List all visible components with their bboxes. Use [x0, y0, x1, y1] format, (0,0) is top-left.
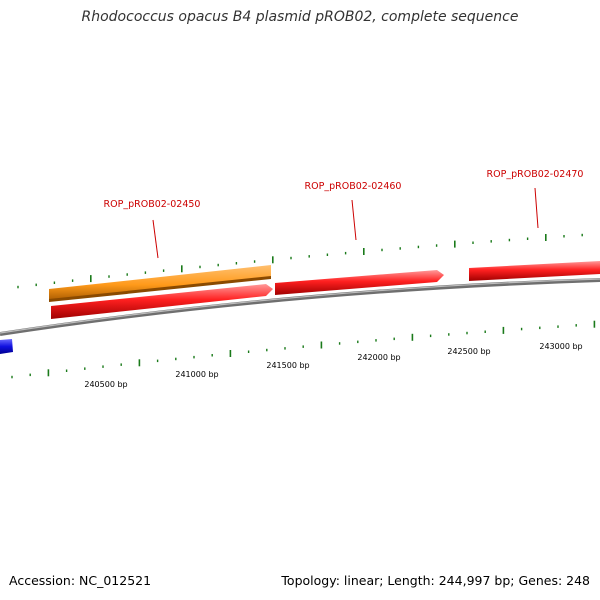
- cds-feature-02470[interactable]: [469, 261, 600, 281]
- accession-text: Accession: NC_012521: [9, 573, 152, 588]
- scale-label: 241500 bp: [266, 361, 309, 370]
- gene-label-line-02450: [152, 219, 159, 259]
- gene-label-02450[interactable]: ROP_pROB02-02450: [104, 199, 201, 210]
- gene-feature-02450[interactable]: [49, 265, 271, 301]
- gene-label-02460[interactable]: ROP_pROB02-02460: [305, 181, 402, 192]
- scale-label: 242500 bp: [447, 347, 490, 356]
- scale-label: 243000 bp: [539, 342, 582, 351]
- top-tick-marks: [17, 233, 583, 289]
- sequence-backbone-highlight: [0, 278, 600, 334]
- gene-label-02470[interactable]: ROP_pROB02-02470: [487, 169, 584, 180]
- scale-label: 241000 bp: [175, 370, 218, 379]
- topology-summary: Topology: linear; Length: 244,997 bp; Ge…: [281, 573, 590, 588]
- scale-label: 240500 bp: [84, 380, 127, 389]
- cds-feature-02460[interactable]: [275, 270, 444, 295]
- reverse-cds-feature[interactable]: [0, 339, 13, 354]
- sequence-backbone: [0, 278, 600, 336]
- gene-label-line-02470: [534, 187, 539, 229]
- cds-feature-02450[interactable]: [51, 284, 273, 319]
- gene-label-line-02460: [351, 199, 357, 241]
- scale-label: 242000 bp: [357, 353, 400, 362]
- gene-feature-02450-shadow: [49, 276, 271, 302]
- map-title: Rhodococcus opacus B4 plasmid pROB02, co…: [81, 9, 519, 25]
- scale-tick-marks: [11, 320, 596, 379]
